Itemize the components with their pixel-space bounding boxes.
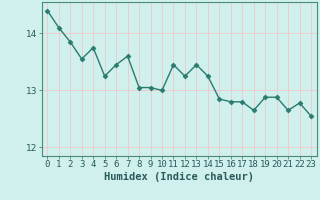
X-axis label: Humidex (Indice chaleur): Humidex (Indice chaleur) bbox=[104, 172, 254, 182]
